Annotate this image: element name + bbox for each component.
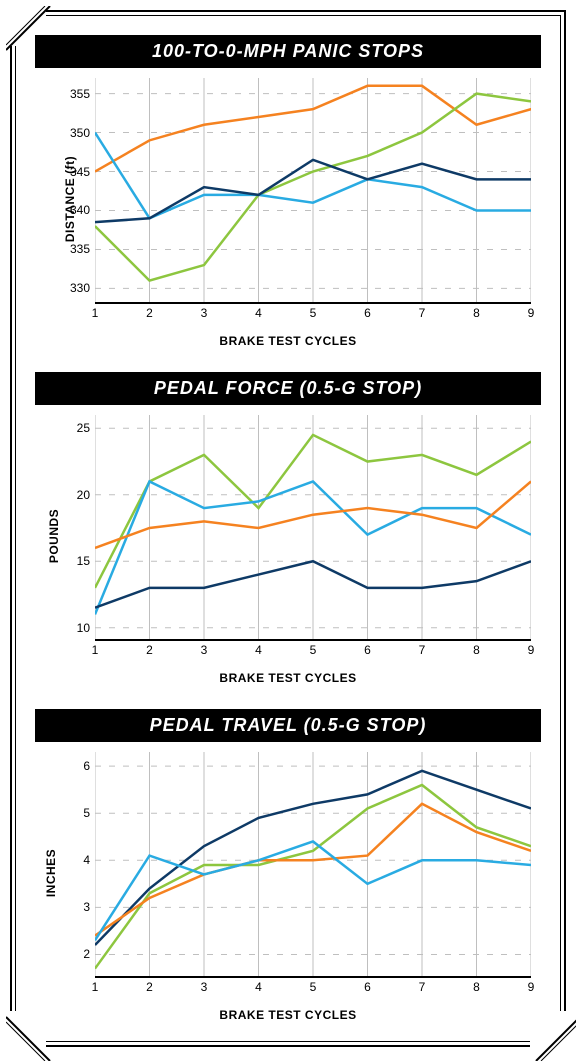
x-tick: 5 <box>310 643 317 657</box>
y-ticks: 10 15 20 25 <box>57 415 92 641</box>
chart-svg <box>95 752 531 978</box>
chart-area: DISTANCE (ft)330335340345350355123456789 <box>35 68 541 330</box>
chart-block: PEDAL FORCE (0.5-G STOP)POUNDS1015202512… <box>35 372 541 685</box>
x-tick: 9 <box>528 643 535 657</box>
x-ticks: 123456789 <box>95 643 531 659</box>
y-tick: 3 <box>83 900 90 914</box>
chart-area: POUNDS10152025123456789 <box>35 405 541 667</box>
x-tick: 3 <box>201 980 208 994</box>
chart-block: PEDAL TRAVEL (0.5-G STOP)INCHES234561234… <box>35 709 541 1022</box>
y-tick: 25 <box>77 421 90 435</box>
x-axis-label: BRAKE TEST CYCLES <box>35 671 541 685</box>
x-tick: 6 <box>364 306 371 320</box>
x-tick: 1 <box>92 306 99 320</box>
y-tick: 330 <box>70 281 90 295</box>
y-ticks: 330 335 340 345 350 355 <box>57 78 92 304</box>
x-tick: 6 <box>364 980 371 994</box>
x-tick: 3 <box>201 306 208 320</box>
x-tick: 7 <box>419 643 426 657</box>
x-axis-label: BRAKE TEST CYCLES <box>35 1008 541 1022</box>
x-tick: 2 <box>146 980 153 994</box>
x-tick: 6 <box>364 643 371 657</box>
chart-area: INCHES23456123456789 <box>35 742 541 1004</box>
charts-container: 100-TO-0-MPH PANIC STOPSDISTANCE (ft)330… <box>35 35 541 1022</box>
chart-svg <box>95 415 531 641</box>
y-tick: 15 <box>77 554 90 568</box>
x-tick: 2 <box>146 643 153 657</box>
x-tick: 1 <box>92 643 99 657</box>
y-tick: 6 <box>83 759 90 773</box>
x-tick: 8 <box>473 980 480 994</box>
x-tick: 5 <box>310 980 317 994</box>
chart-title: PEDAL TRAVEL (0.5-G STOP) <box>35 709 541 742</box>
chart-title: 100-TO-0-MPH PANIC STOPS <box>35 35 541 68</box>
y-tick: 345 <box>70 165 90 179</box>
y-tick: 350 <box>70 126 90 140</box>
x-tick: 1 <box>92 980 99 994</box>
plot-area <box>95 78 531 304</box>
y-tick: 340 <box>70 203 90 217</box>
y-tick: 4 <box>83 853 90 867</box>
y-tick: 355 <box>70 87 90 101</box>
x-tick: 4 <box>255 306 262 320</box>
x-tick: 7 <box>419 980 426 994</box>
y-tick: 5 <box>83 806 90 820</box>
chart-title: PEDAL FORCE (0.5-G STOP) <box>35 372 541 405</box>
y-ticks: 2 3 4 5 6 <box>57 752 92 978</box>
chart-svg <box>95 78 531 304</box>
x-axis-label: BRAKE TEST CYCLES <box>35 334 541 348</box>
x-ticks: 123456789 <box>95 306 531 322</box>
x-tick: 9 <box>528 980 535 994</box>
y-tick: 20 <box>77 488 90 502</box>
x-tick: 5 <box>310 306 317 320</box>
x-tick: 2 <box>146 306 153 320</box>
y-tick: 335 <box>70 242 90 256</box>
y-tick: 10 <box>77 621 90 635</box>
x-tick: 3 <box>201 643 208 657</box>
x-tick: 7 <box>419 306 426 320</box>
x-ticks: 123456789 <box>95 980 531 996</box>
y-tick: 2 <box>83 947 90 961</box>
plot-area <box>95 752 531 978</box>
x-tick: 4 <box>255 643 262 657</box>
x-tick: 4 <box>255 980 262 994</box>
x-tick: 9 <box>528 306 535 320</box>
plot-area <box>95 415 531 641</box>
chart-block: 100-TO-0-MPH PANIC STOPSDISTANCE (ft)330… <box>35 35 541 348</box>
x-tick: 8 <box>473 306 480 320</box>
x-tick: 8 <box>473 643 480 657</box>
